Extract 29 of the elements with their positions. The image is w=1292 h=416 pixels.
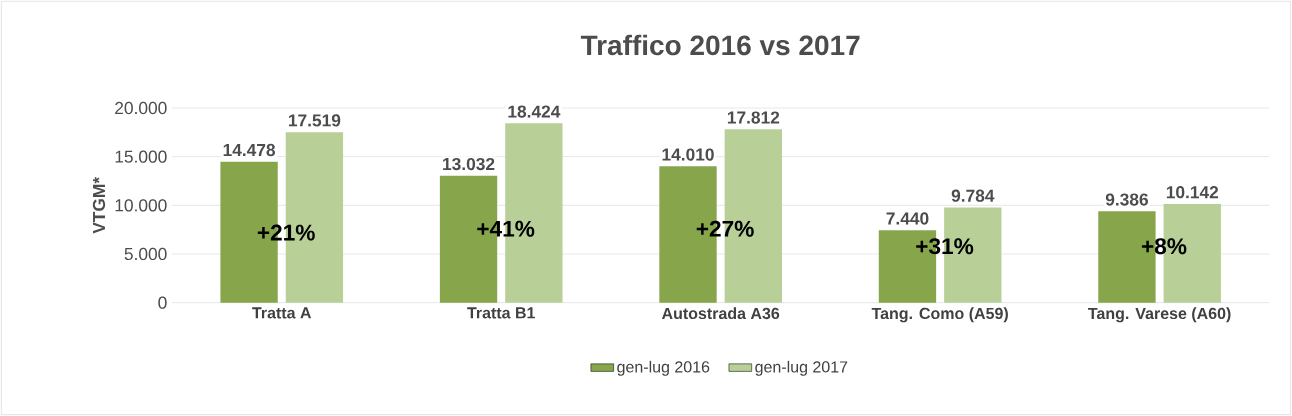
data-label: 18.424 (508, 105, 561, 118)
annotation: +31% (916, 238, 974, 255)
data-label: 17.519 (288, 114, 341, 127)
y-tick-label: 10.000 (115, 199, 167, 212)
data-label: 7.440 (886, 212, 929, 225)
x-tick-label: Autostrada A36 (661, 307, 780, 320)
x-tick-label: Tratta B1 (467, 307, 535, 319)
x-tick-label: Tang. Como (A59) (871, 307, 1008, 323)
y-tick-label: 5.000 (124, 247, 167, 261)
data-label: 14.010 (662, 148, 714, 161)
data-label: 13.032 (443, 157, 495, 171)
data-label: 14.478 (223, 143, 276, 157)
y-tick-label: 15.000 (115, 150, 167, 163)
legend-label: gen-lug 2016 (617, 360, 710, 376)
annotation: +8% (1141, 238, 1187, 255)
legend-label: gen-lug 2017 (755, 360, 848, 376)
data-label: 17.812 (727, 111, 780, 124)
y-tick-label: 20.000 (115, 101, 167, 115)
chart-title: Traffico 2016 vs 2017 (580, 34, 860, 56)
annotation: +41% (477, 220, 535, 237)
data-label: 10.142 (1166, 186, 1219, 199)
data-label: 9.784 (951, 189, 995, 202)
y-axis-title: VTGM* (92, 176, 106, 234)
y-tick-label: 0 (158, 296, 167, 309)
x-tick-label: Tang. Varese (A60) (1088, 307, 1231, 323)
annotation: +27% (696, 220, 754, 237)
annotation: +21% (257, 224, 315, 241)
data-label: 9.386 (1105, 193, 1148, 206)
x-tick-label: Tratta A (252, 307, 312, 319)
